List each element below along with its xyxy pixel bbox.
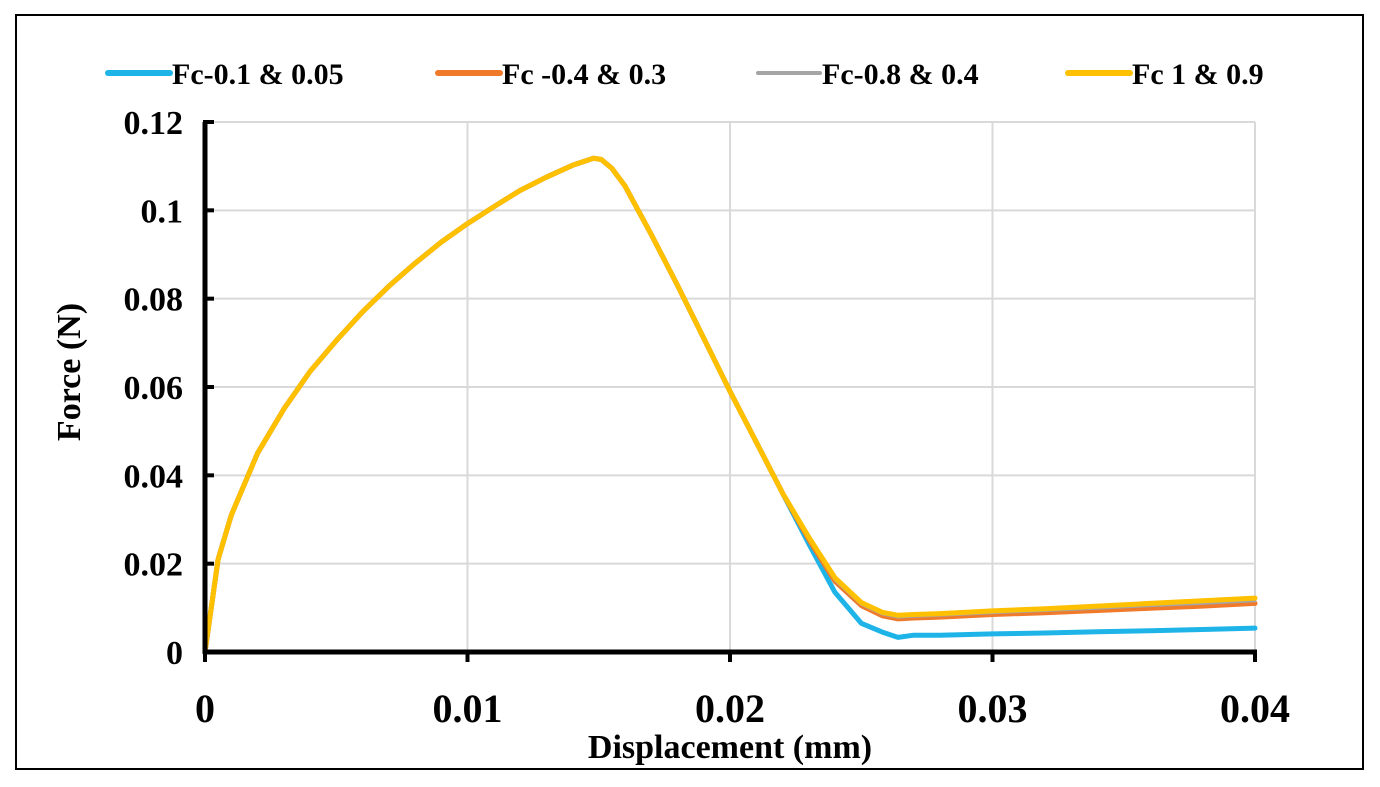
series-line-4: [202, 155, 1258, 655]
x-tick-label: 0.03: [958, 686, 1028, 731]
y-tick-labels: 0 0.02 0.04 0.06 0.08 0.1 0.12: [124, 105, 184, 672]
legend-label: Fc 1 & 0.9: [1132, 58, 1264, 91]
legend-item-4: Fc 1 & 0.9: [1065, 58, 1264, 91]
legend-label: Fc -0.4 & 0.3: [502, 58, 666, 91]
y-tick-label: 0: [166, 635, 183, 672]
legend-item-1: Fc-0.1 & 0.05: [105, 58, 344, 91]
y-tick-label: 0.1: [141, 193, 184, 230]
axes: [202, 120, 1257, 662]
x-tick-label: 0.01: [433, 686, 503, 731]
x-tick-label: 0.04: [1220, 686, 1290, 731]
x-tick-label: 0.02: [695, 686, 765, 731]
x-axis-title: Displacement (mm): [588, 729, 872, 766]
legend-item-3: Fc-0.8 & 0.4: [756, 58, 979, 91]
gridlines: [205, 121, 1256, 652]
y-tick-label: 0.04: [124, 458, 184, 495]
y-tick-label: 0.02: [124, 547, 184, 584]
x-tick-labels: 0 0.01 0.02 0.03 0.04: [195, 686, 1290, 731]
y-tick-label: 0.08: [124, 282, 184, 319]
legend-label: Fc-0.8 & 0.4: [822, 58, 979, 91]
legend-label: Fc-0.1 & 0.05: [172, 58, 344, 91]
x-tick-label: 0: [195, 686, 215, 731]
chart-frame: [15, 14, 1364, 770]
y-tick-label: 0.12: [124, 105, 184, 142]
y-axis-title: Force (N): [51, 303, 88, 441]
legend: Fc-0.1 & 0.05 Fc -0.4 & 0.3 Fc-0.8 & 0.4 Fc…: [105, 58, 1264, 91]
y-tick-label: 0.06: [124, 370, 184, 407]
series-lines: [202, 155, 1258, 655]
legend-item-2: Fc -0.4 & 0.3: [435, 58, 666, 91]
